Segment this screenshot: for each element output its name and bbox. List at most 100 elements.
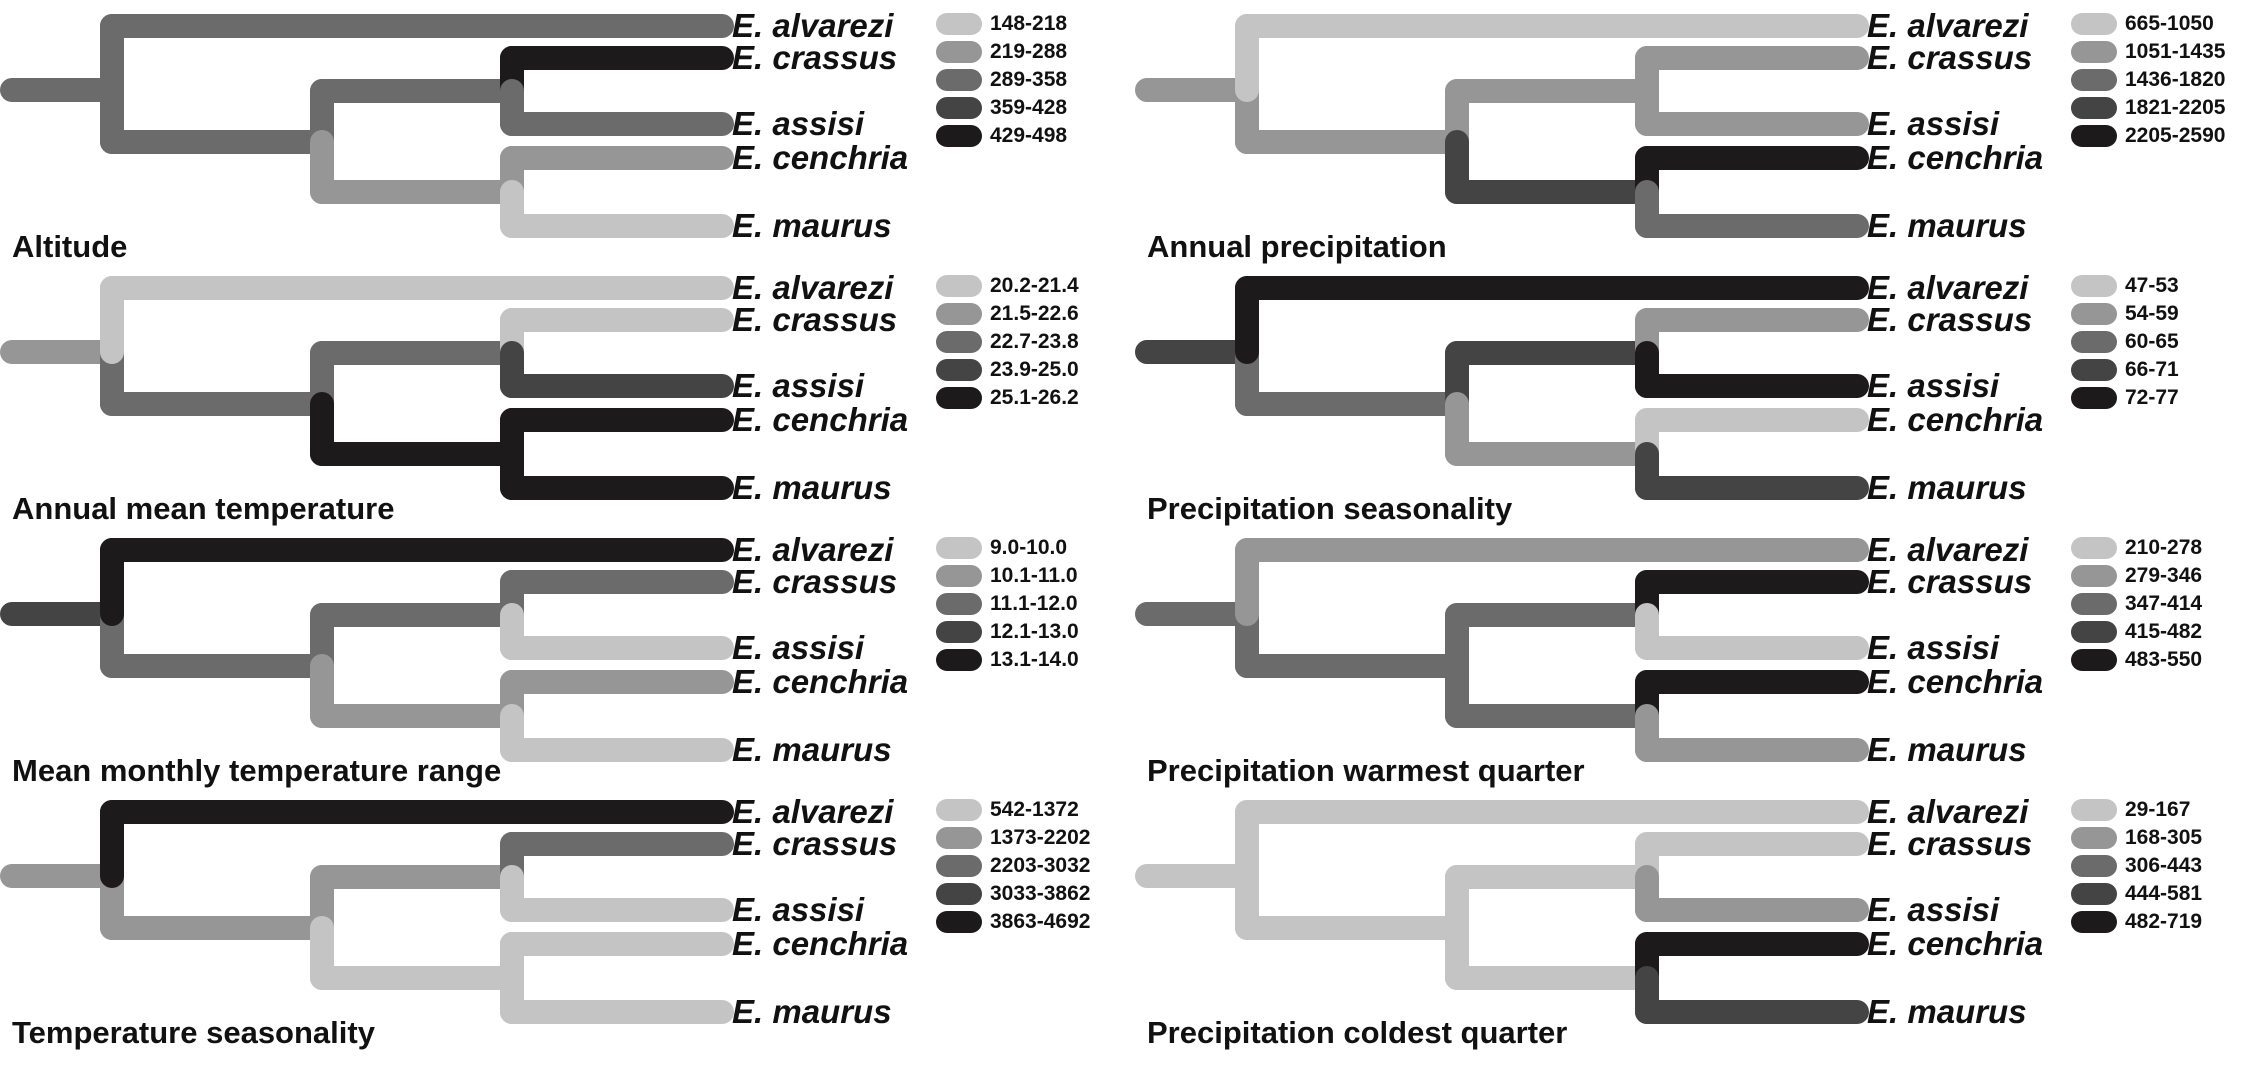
panel-title: Annual precipitation <box>1147 229 1447 264</box>
species-label-crassus: E. crassus <box>732 563 898 600</box>
legend-label: 10.1-11.0 <box>990 564 1078 587</box>
species-label-crassus: E. crassus <box>732 39 898 76</box>
legend-label: 20.2-21.4 <box>990 274 1079 297</box>
legend-label: 429-498 <box>990 124 1068 147</box>
legend-label: 25.1-26.2 <box>990 386 1079 409</box>
legend-label: 482-719 <box>2125 910 2203 933</box>
species-label-crassus: E. crassus <box>1867 301 2033 338</box>
tree-panel: E. alvarezi E. crassus E. assisi E. cenchri… <box>0 786 1110 1050</box>
panel-title: Precipitation coldest quarter <box>1147 1015 1568 1050</box>
tree-panel: E. alvarezi E. crassus E. assisi E. cenchri… <box>1135 524 2245 788</box>
legend-label: 29-167 <box>2125 798 2191 821</box>
legend-swatch <box>2071 537 2117 559</box>
legend-swatch <box>2071 303 2117 325</box>
legend-label: 47-53 <box>2125 274 2179 297</box>
species-label-cenchria: E. cenchria <box>732 925 909 962</box>
legend-swatch <box>2071 593 2117 615</box>
legend-swatch <box>936 855 982 877</box>
tree-panel: E. alvarezi E. crassus E. assisi E. cenchri… <box>1135 786 2245 1050</box>
legend-swatch <box>936 97 982 119</box>
legend-label: 2203-3032 <box>990 854 1091 877</box>
legend-swatch <box>2071 69 2117 91</box>
legend-swatch <box>2071 649 2117 671</box>
species-label-maurus: E. maurus <box>732 993 892 1030</box>
tree-branches <box>1135 799 2117 1024</box>
legend-swatch <box>2071 275 2117 297</box>
legend-swatch <box>2071 827 2117 849</box>
panel-title: Annual mean temperature <box>12 491 395 526</box>
legend-swatch <box>936 275 982 297</box>
species-label-maurus: E. maurus <box>1867 207 2027 244</box>
legend-swatch <box>2071 331 2117 353</box>
species-label-alvarezi: E. alvarezi <box>732 793 894 830</box>
legend-label: 289-358 <box>990 68 1068 91</box>
species-label-crassus: E. crassus <box>1867 825 2033 862</box>
tree-panel: E. alvarezi E. crassus E. assisi E. cenchri… <box>0 0 1110 264</box>
legend-swatch <box>936 387 982 409</box>
tree-panel: E. alvarezi E. crassus E. assisi E. cenchri… <box>0 262 1110 526</box>
species-label-alvarezi: E. alvarezi <box>1867 7 2029 44</box>
legend-label: 542-1372 <box>990 798 1079 821</box>
panel-title: Precipitation warmest quarter <box>1147 753 1585 788</box>
legend-swatch <box>936 303 982 325</box>
species-label-assisi: E. assisi <box>732 629 865 666</box>
legend-swatch <box>936 649 982 671</box>
legend-label: 483-550 <box>2125 648 2203 671</box>
species-label-maurus: E. maurus <box>1867 993 2027 1030</box>
legend-label: 415-482 <box>2125 620 2203 643</box>
tree-branches <box>0 537 982 762</box>
tree-branches <box>1135 13 2117 238</box>
panel-title: Temperature seasonality <box>12 1015 375 1050</box>
species-label-maurus: E. maurus <box>1867 469 2027 506</box>
legend-label: 347-414 <box>2125 592 2203 615</box>
legend-swatch <box>2071 911 2117 933</box>
species-label-cenchria: E. cenchria <box>1867 925 2044 962</box>
species-label-assisi: E. assisi <box>1867 891 2000 928</box>
species-label-maurus: E. maurus <box>1867 731 2027 768</box>
species-label-cenchria: E. cenchria <box>1867 401 2044 438</box>
species-label-alvarezi: E. alvarezi <box>1867 793 2029 830</box>
tree-branches <box>0 13 982 238</box>
legend-label: 9.0-10.0 <box>990 536 1068 559</box>
legend-label: 665-1050 <box>2125 12 2214 35</box>
species-label-alvarezi: E. alvarezi <box>1867 269 2029 306</box>
species-label-crassus: E. crassus <box>1867 39 2033 76</box>
species-label-maurus: E. maurus <box>732 207 892 244</box>
legend-swatch <box>936 883 982 905</box>
legend-swatch <box>936 827 982 849</box>
legend-label: 444-581 <box>2125 882 2203 905</box>
legend-label: 12.1-13.0 <box>990 620 1079 643</box>
species-label-crassus: E. crassus <box>732 301 898 338</box>
panel-title: Precipitation seasonality <box>1147 491 1513 526</box>
legend-label: 72-77 <box>2125 386 2179 409</box>
legend-swatch <box>936 125 982 147</box>
legend-label: 1821-2205 <box>2125 96 2226 119</box>
legend-label: 23.9-25.0 <box>990 358 1079 381</box>
legend-swatch <box>936 331 982 353</box>
species-label-cenchria: E. cenchria <box>732 401 909 438</box>
legend-label: 3863-4692 <box>990 910 1091 933</box>
legend-swatch <box>936 537 982 559</box>
panel-title: Altitude <box>12 229 128 264</box>
legend-label: 306-443 <box>2125 854 2203 877</box>
species-label-assisi: E. assisi <box>1867 105 2000 142</box>
legend-swatch <box>2071 883 2117 905</box>
legend-swatch <box>2071 41 2117 63</box>
legend-swatch <box>936 41 982 63</box>
legend-swatch <box>2071 97 2117 119</box>
legend-label: 148-218 <box>990 12 1068 35</box>
legend-label: 2205-2590 <box>2125 124 2226 147</box>
legend-swatch <box>2071 13 2117 35</box>
tree-panel: E. alvarezi E. crassus E. assisi E. cenchri… <box>1135 262 2245 526</box>
legend-label: 1436-1820 <box>2125 68 2226 91</box>
legend-label: 1051-1435 <box>2125 40 2226 63</box>
legend-swatch <box>936 359 982 381</box>
species-label-cenchria: E. cenchria <box>1867 139 2044 176</box>
legend-label: 359-428 <box>990 96 1068 119</box>
species-label-maurus: E. maurus <box>732 731 892 768</box>
tree-branches <box>1135 537 2117 762</box>
species-label-assisi: E. assisi <box>732 105 865 142</box>
tree-branches <box>1135 275 2117 500</box>
legend-swatch <box>2071 621 2117 643</box>
species-label-alvarezi: E. alvarezi <box>1867 531 2029 568</box>
